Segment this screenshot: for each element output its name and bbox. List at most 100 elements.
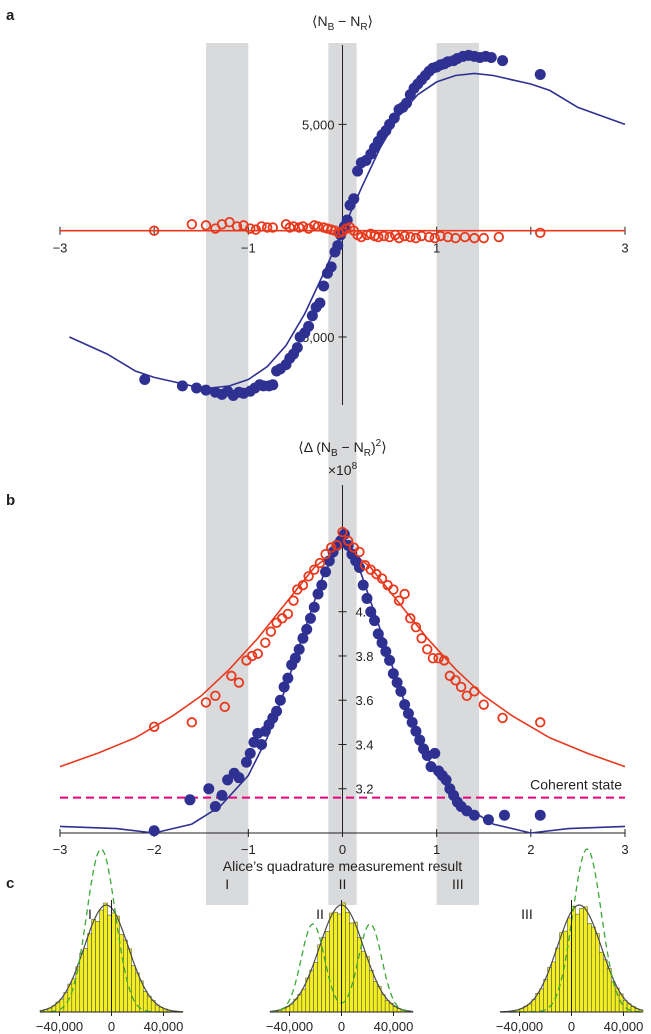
panel-b-point-filled (372, 628, 384, 640)
panel-c-histograms: −40,000 0 40,000 I −40,000 0 40,000 II −40,000 0 4… (36, 848, 644, 1034)
histogram-bar (131, 965, 136, 1013)
panel-b-point-open (342, 535, 354, 547)
histogram-bar (583, 906, 588, 1013)
panel-a-point-open (267, 222, 279, 233)
ylabel-part: R (364, 448, 371, 459)
panel-a-point-filled (485, 51, 497, 63)
histogram-x-tick-label: 40,000 (604, 1019, 644, 1034)
panel-b-point-filled (289, 652, 301, 664)
panel-b-point-open (297, 579, 309, 591)
band-label-I: I (225, 876, 229, 892)
panel-a-point-open (373, 231, 384, 243)
histogram-bar (111, 912, 116, 1013)
ylabel-part: B (331, 448, 338, 459)
panel-b-point-filled (297, 632, 309, 644)
panel-b-point-filled (233, 772, 245, 784)
panel-b-x-tick-label: 2 (527, 842, 534, 857)
histogram-bar (313, 962, 318, 1013)
panel-b-point-filled (387, 668, 399, 680)
panel-b-point-filled (312, 588, 324, 600)
panel-a-x-tick-label: −1 (241, 241, 256, 256)
panel-b-x-tick-label: 3 (621, 842, 628, 857)
panel-b-point-filled (395, 685, 407, 697)
panel-b-point-filled (399, 699, 411, 711)
histogram-bar (599, 951, 604, 1013)
panel-b-point-filled (304, 612, 316, 624)
panel-a-plot: −3 −1 1 35,000−5,000⟨NB − NR⟩ (53, 13, 629, 405)
panel-b-point-open (393, 595, 405, 606)
panel-b-point-filled (498, 809, 510, 821)
panel-b-x-axis-label: Alice’s quadrature measurement result (223, 858, 463, 874)
panel-b-point-filled (410, 725, 422, 737)
histogram-x-tick-label: −40,000 (36, 1019, 83, 1034)
histogram-bar (142, 991, 148, 1013)
panel-b-point-filled (380, 646, 392, 658)
panel-a-point-open (493, 231, 505, 243)
shaded-bands (205, 43, 480, 905)
histogram-bar (555, 947, 560, 1013)
panel-a-point-filled (200, 384, 212, 396)
panel-b-point-open (535, 717, 546, 728)
panel-b-point-filled (184, 794, 196, 806)
panel-a-point-filled (176, 380, 188, 392)
panel-a-point-filled (267, 379, 279, 391)
panel-b-x-tick-label: 0 (339, 842, 346, 857)
panel-b-point-filled (353, 561, 365, 573)
panel-b-point-open (455, 681, 467, 693)
panel-a-point-filled (352, 165, 364, 177)
histogram-bar (602, 959, 608, 1013)
panel-b-point-open (200, 697, 212, 708)
ylabel-part: ) (371, 439, 376, 455)
histogram-bar (622, 1000, 628, 1013)
panel-b-point-filled (282, 672, 294, 684)
histogram-bar (123, 939, 128, 1013)
histogram-bar (579, 908, 584, 1013)
ylabel-part: ⟩ (381, 439, 386, 455)
multiplier-exponent: 8 (352, 461, 358, 472)
histogram-label-II: II (316, 906, 324, 922)
histogram-bar (79, 952, 84, 1013)
histogram-subpanel-I: −40,000 0 40,000 I (36, 848, 183, 1034)
panel-b-y-tick-label: 3.4 (355, 737, 373, 752)
histogram-bar (95, 921, 100, 1013)
histogram-bar (103, 902, 108, 1013)
histogram-subpanel-III: −40,000 0 40,000 III (496, 848, 644, 1034)
panel-a-x-tick-label: 1 (433, 241, 440, 256)
panel-b-point-open (260, 637, 271, 648)
panel-a-x-tick-label: −3 (53, 241, 68, 256)
panel-b-point-open (354, 546, 365, 558)
panel-a-point-open (459, 231, 471, 243)
histogram-bar (380, 994, 386, 1013)
histogram-bar (527, 1003, 533, 1013)
panel-b-point-filled (414, 734, 426, 746)
panel-a-point-open (399, 230, 410, 242)
histogram-bar (329, 912, 334, 1013)
panel-a-point-open (186, 219, 198, 230)
panel-b-plot: −3 −2 −1 0 1 2 33.23.43.63.84.0⟨Δ (NB − NR)2⟩×… (53, 438, 629, 892)
panel-b-point-open (405, 613, 416, 624)
histogram-bar (539, 988, 544, 1013)
panel-b-point-open (450, 675, 461, 686)
panel-label-a: a (6, 7, 15, 24)
panel-b-point-open (331, 540, 343, 551)
histogram-bar (83, 948, 88, 1013)
panel-a-point-filled (314, 297, 326, 309)
panel-b-point-open (265, 626, 277, 637)
histogram-x-tick-label: 0 (338, 1019, 345, 1034)
histogram-bar (559, 932, 564, 1013)
panel-b-y-tick-label: 3.2 (355, 782, 373, 797)
panel-b-point-filled (203, 783, 215, 795)
panel-b-point-filled (384, 654, 396, 666)
panel-a-point-open (435, 230, 446, 242)
panel-b-point-filled (320, 566, 332, 578)
panel-a-point-open (384, 231, 395, 243)
panel-b-point-filled (376, 637, 388, 649)
ylabel-part: ⟨Δ (N (298, 439, 331, 455)
panel-b-y-axis-label: ⟨Δ (NB − NR)2⟩ (298, 438, 386, 459)
panel-a-point-filled (348, 193, 360, 205)
panel-b-x-tick-label: −2 (147, 842, 162, 857)
panel-b-point-open (326, 542, 337, 553)
panel-a-y-tick-label: 5,000 (302, 117, 335, 132)
ylabel-part: − N (338, 439, 364, 455)
